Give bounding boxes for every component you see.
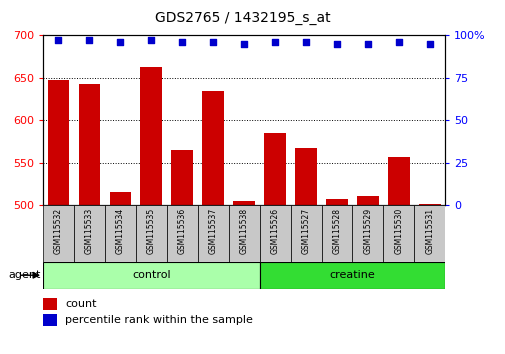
Point (394, 39, 402, 45)
Point (55, 38, 63, 43)
Text: agent: agent (8, 270, 40, 280)
Bar (43, 298, 57, 309)
Bar (290, 205, 321, 262)
Point (301, 39, 310, 45)
Bar (202, 91, 224, 205)
Text: GSM115528: GSM115528 (332, 208, 341, 254)
Text: control: control (132, 270, 170, 280)
Point (271, 39, 279, 45)
Bar (167, 205, 197, 262)
Text: percentile rank within the sample: percentile rank within the sample (65, 315, 252, 325)
Bar (387, 157, 409, 205)
Point (332, 41, 340, 47)
Bar (294, 148, 316, 205)
Bar (357, 196, 378, 205)
Bar (233, 201, 255, 205)
Bar (352, 205, 383, 262)
Text: GSM115530: GSM115530 (393, 208, 402, 254)
Bar (383, 205, 414, 262)
Point (240, 41, 248, 47)
Bar (47, 80, 69, 205)
Text: GDS2765 / 1432195_s_at: GDS2765 / 1432195_s_at (155, 11, 330, 25)
Text: GSM115536: GSM115536 (177, 208, 186, 254)
Text: GSM115537: GSM115537 (208, 208, 217, 254)
Bar (414, 205, 444, 262)
Bar (43, 205, 74, 262)
Text: GSM115538: GSM115538 (239, 208, 248, 254)
Point (363, 41, 371, 47)
Text: creatine: creatine (329, 270, 375, 280)
Bar (326, 199, 347, 205)
Point (116, 39, 124, 45)
Point (425, 41, 433, 47)
Text: count: count (65, 299, 96, 309)
Bar (418, 204, 440, 205)
Bar (228, 205, 259, 262)
Text: GSM115534: GSM115534 (116, 208, 125, 254)
Bar (259, 262, 444, 289)
Point (85, 38, 93, 43)
Bar (109, 192, 131, 205)
Bar (78, 84, 100, 205)
Bar (43, 262, 259, 289)
Text: GSM115533: GSM115533 (85, 208, 94, 254)
Bar (140, 67, 162, 205)
Bar (321, 205, 352, 262)
Bar (105, 205, 135, 262)
Bar (135, 205, 167, 262)
Bar (264, 133, 285, 205)
Bar (171, 150, 193, 205)
Bar (259, 205, 290, 262)
Point (209, 39, 217, 45)
Text: GSM115527: GSM115527 (301, 208, 310, 254)
Point (178, 39, 186, 45)
Text: GSM115531: GSM115531 (425, 208, 433, 254)
Bar (197, 205, 228, 262)
Bar (74, 205, 105, 262)
Bar (43, 314, 57, 326)
Text: GSM115526: GSM115526 (270, 208, 279, 254)
Text: GSM115529: GSM115529 (363, 208, 372, 254)
Point (147, 38, 155, 43)
Text: GSM115535: GSM115535 (146, 208, 156, 254)
Text: GSM115532: GSM115532 (54, 208, 63, 254)
